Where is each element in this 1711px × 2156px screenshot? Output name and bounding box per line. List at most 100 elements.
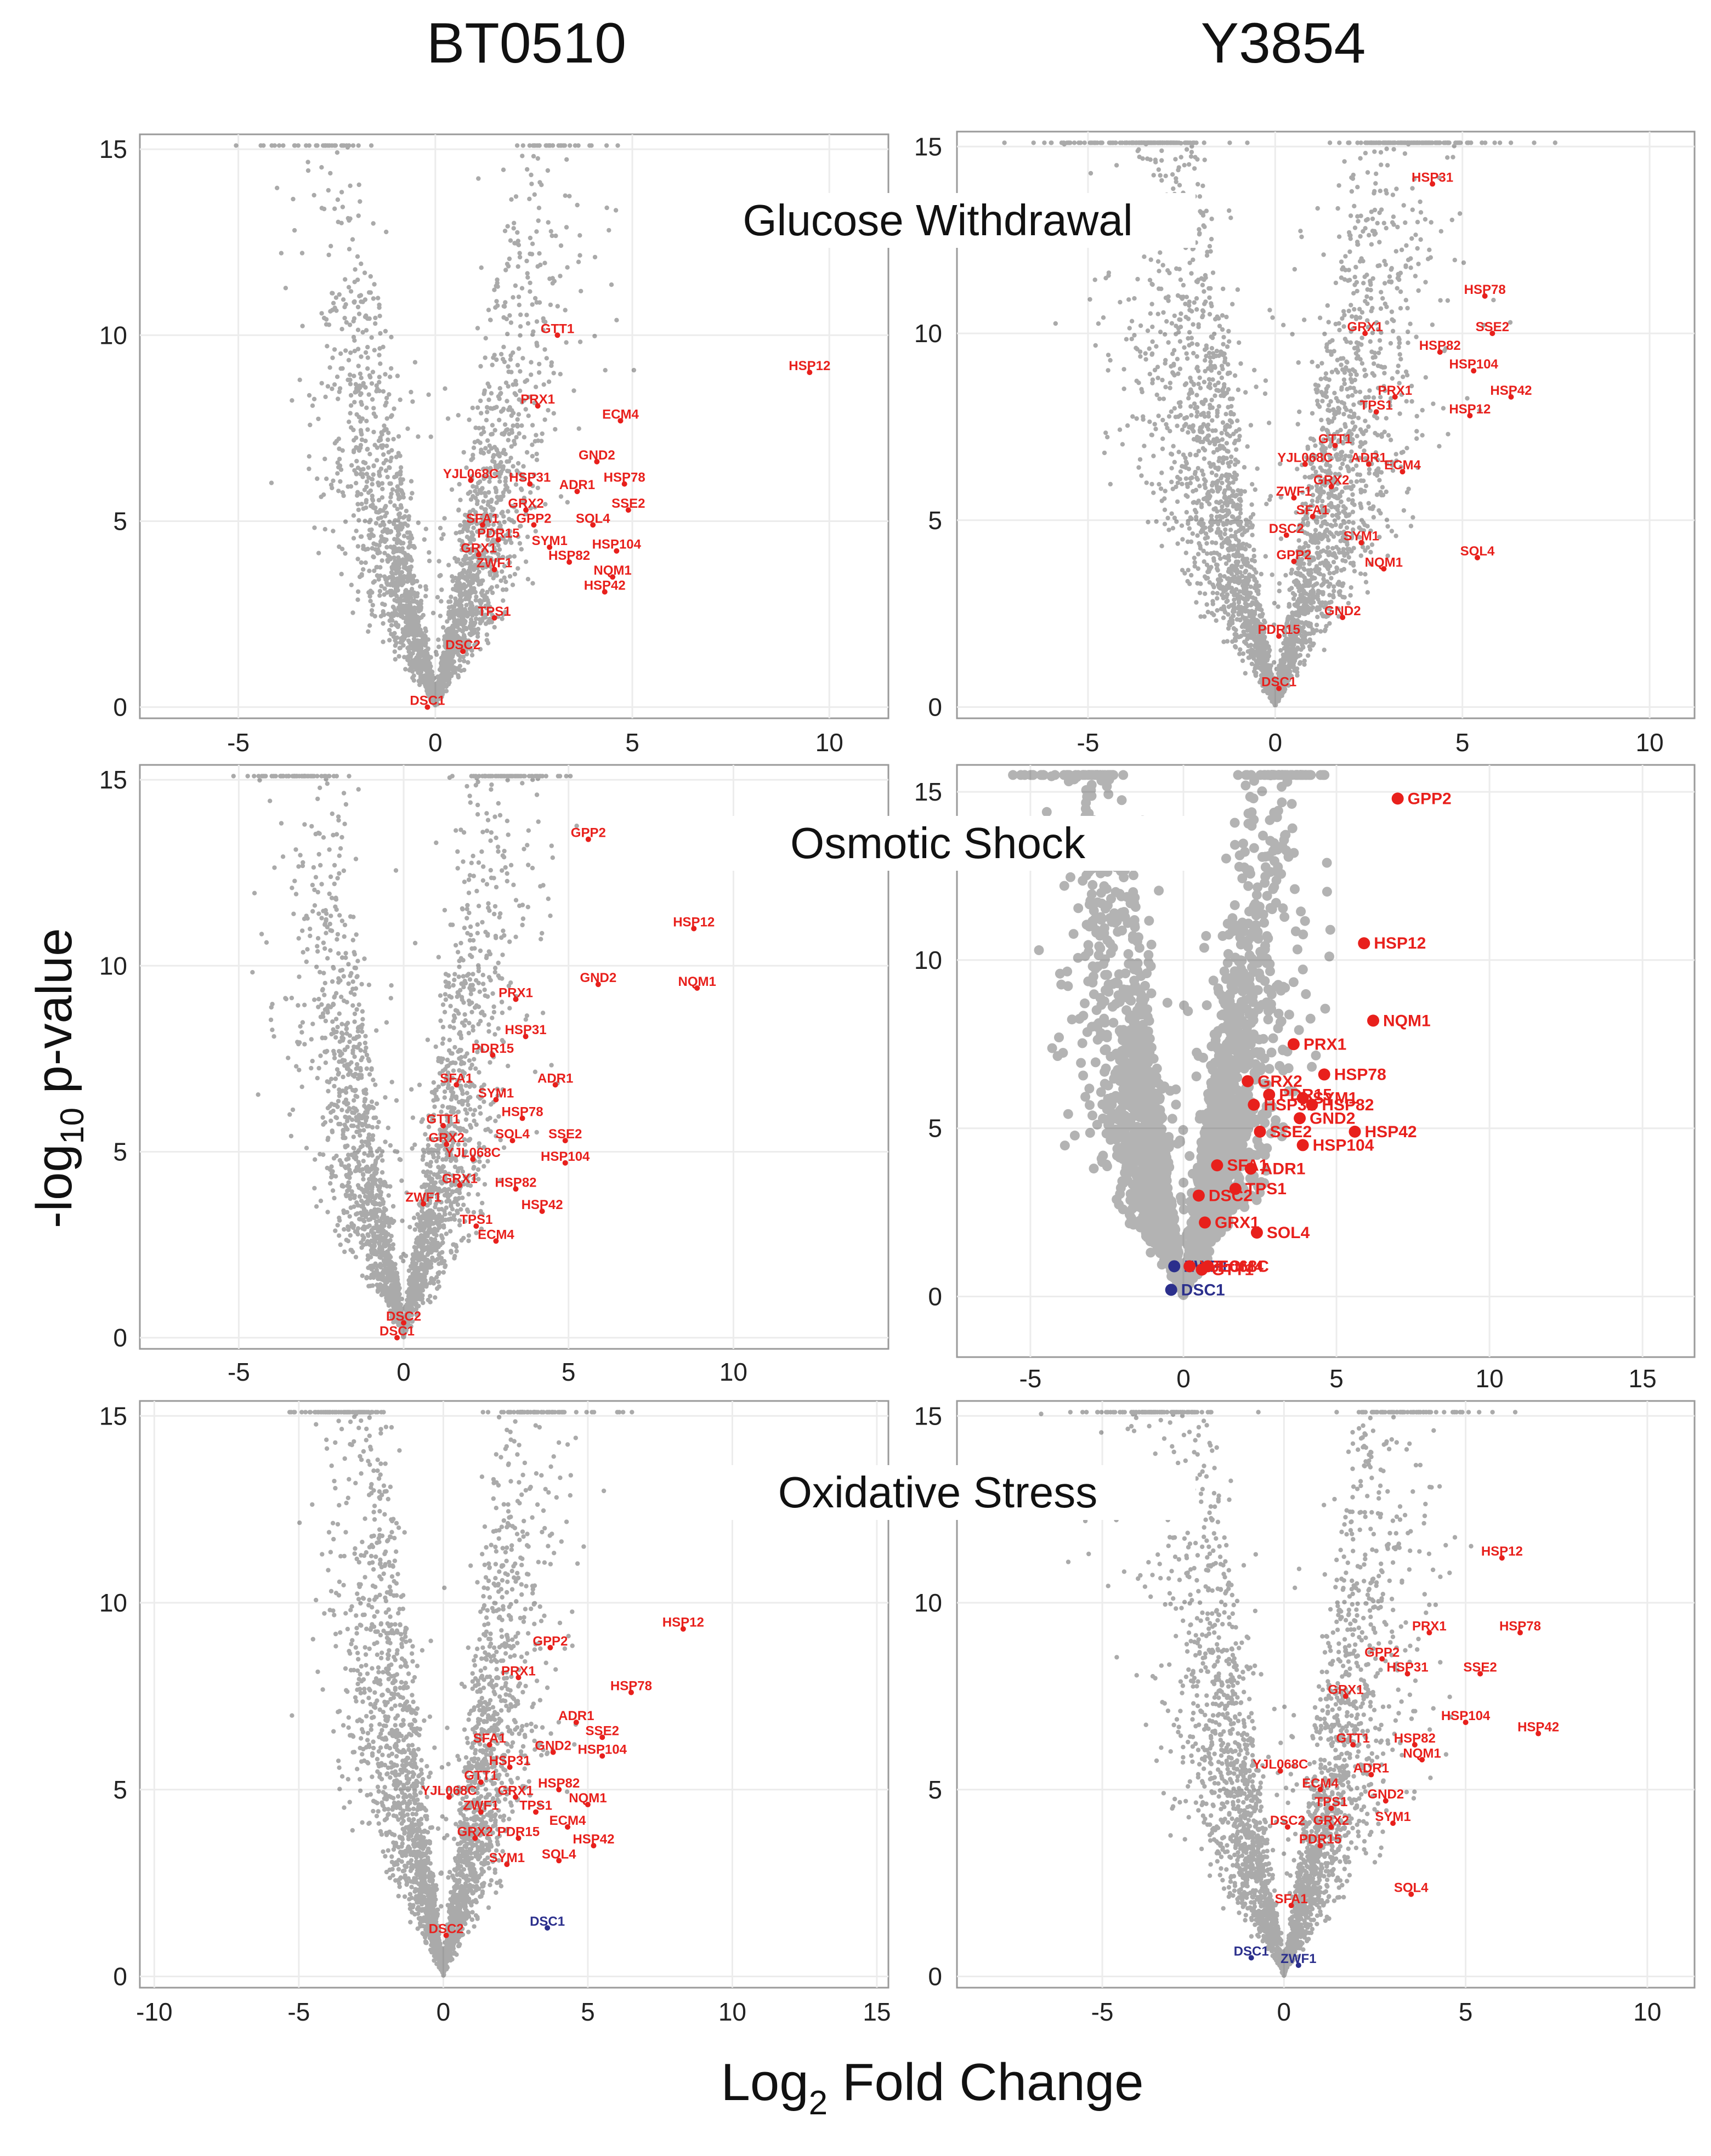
gene-point-grx1 [475,552,481,558]
gene-label-grx1: GRX1 [1347,320,1383,334]
gene-point-sfa1 [486,1742,492,1748]
gene-label-gpp2: GPP2 [1276,548,1311,563]
y-tick-label: 0 [928,1962,942,1991]
y-tick-label: 15 [914,778,942,806]
gene-label-pdr15: PDR15 [477,526,519,541]
gene-label-yjl068c: YJL068C [443,467,498,481]
gene-label-adr1: ADR1 [537,1071,573,1086]
gene-point-hsp82 [1412,1742,1418,1748]
gene-point-dsc2 [443,1932,449,1938]
gene-label-adr1: ADR1 [1353,1761,1389,1776]
gene-point-hsp78 [1318,1068,1330,1081]
x-tick-label: 10 [1635,728,1663,757]
gene-point-hsp31 [1430,181,1436,187]
gene-label-prx1: PRX1 [520,392,555,407]
gene-label-gtt1: GTT1 [1318,432,1352,446]
gene-point-gnd2 [595,981,601,988]
gene-label-sym1: SYM1 [531,534,567,548]
gene-point-gnd2 [594,458,600,464]
gene-point-grx2 [1328,1824,1334,1830]
gene-point-sym1 [493,1097,499,1103]
gene-label-hsp12: HSP12 [673,915,715,929]
gene-point-hsp104 [1463,1720,1469,1726]
gene-point-sse2 [625,507,631,513]
column-title-y3854: Y3854 [1200,12,1366,75]
gene-label-ecm4: ECM4 [1384,458,1421,473]
gene-point-hsp42 [1508,394,1514,400]
x-tick-label: 0 [1268,728,1283,757]
gene-label-sol4: SOL4 [542,1847,576,1862]
gene-label-dsc2: DSC2 [386,1309,421,1324]
gene-point-sol4 [590,522,596,528]
gene-label-hsp78: HSP78 [1464,282,1506,297]
x-tick-label: 0 [1277,1998,1291,2026]
gene-label-dsc1: DSC1 [410,694,445,708]
gene-point-hsp31 [523,1034,529,1040]
gene-point-tps1 [1229,1183,1242,1195]
gene-point-dsc1 [545,1925,551,1931]
y-tick-label: 15 [99,765,127,794]
gene-point-sol4 [556,1858,562,1864]
y-tick-label: 5 [113,507,127,535]
x-tick-label: 5 [1329,1364,1344,1393]
gene-label-hsp42: HSP42 [584,578,626,593]
gene-point-hsp12 [1467,412,1473,418]
x-tick-label: 5 [1459,1998,1473,2026]
y-tick-label: 0 [113,693,127,722]
gene-label-sol4: SOL4 [1267,1224,1310,1242]
x-tick-label: -5 [1077,728,1100,757]
gene-label-prx1: PRX1 [1412,1619,1447,1634]
gene-point-zwf1 [478,1809,484,1815]
gene-label-hsp82: HSP82 [548,548,590,563]
gene-label-sse2: SSE2 [611,496,645,511]
x-tick-label: 0 [437,1998,451,2026]
gene-label-gtt1: GTT1 [427,1112,460,1127]
gene-label-grx2: GRX2 [457,1824,493,1839]
gene-label-hsp42: HSP42 [1517,1720,1559,1735]
gene-label-adr1: ADR1 [558,1709,594,1723]
gene-label-zwf1: ZWF1 [1281,1951,1316,1966]
gene-point-gpp2 [547,1644,553,1650]
x-tick-label: 0 [396,1358,411,1386]
gene-label-adr1: ADR1 [559,478,595,492]
gene-label-hsp104: HSP104 [1441,1709,1491,1723]
gene-label-sym1: SYM1 [1344,529,1379,544]
gene-label-gpp2: GPP2 [571,826,606,841]
gene-label-hsp82: HSP82 [1322,1096,1374,1114]
x-tick-label: 15 [863,1998,891,2026]
gene-label-gtt1: GTT1 [464,1768,497,1783]
gene-label-sym1: SYM1 [1375,1809,1410,1824]
gene-label-dsc1: DSC1 [1181,1281,1225,1299]
gene-label-sfa1: SFA1 [440,1071,473,1086]
gene-label-dsc1: DSC1 [379,1324,415,1339]
gene-label-sse2: SSE2 [1463,1660,1497,1675]
gene-point-zwf1 [1295,1962,1301,1968]
y-axis-label-prefix: -log [26,1144,82,1228]
gene-label-grx1: GRX1 [497,1783,533,1798]
gene-label-hsp31: HSP31 [1412,170,1453,185]
gene-label-dsc2: DSC2 [1269,521,1304,536]
y-tick-label: 0 [928,693,942,722]
column-title-bt0510: BT0510 [426,12,627,75]
gene-point-dsc2 [1283,532,1289,538]
gene-label-nqm1: NQM1 [678,974,716,989]
gene-label-hsp82: HSP82 [1419,338,1461,353]
gene-label-sse2: SSE2 [548,1127,582,1142]
gene-point-yjl068c [1183,1260,1196,1273]
gene-label-sfa1: SFA1 [1296,503,1329,518]
gene-label-pdr15: PDR15 [497,1824,540,1839]
gene-label-gpp2: GPP2 [516,511,551,526]
gene-label-dsc1: DSC1 [1234,1944,1269,1959]
y-tick-label: 5 [928,1114,942,1143]
gene-label-grx1: GRX1 [1328,1682,1363,1697]
gene-label-gnd2: GND2 [1310,1109,1355,1127]
gene-point-hsp31 [1404,1671,1410,1677]
svg-text:-log10 p-value: -log10 p-value [26,928,90,1228]
gene-point-grx2 [472,1835,478,1841]
gene-label-sol4: SOL4 [1460,544,1495,559]
gene-point-tps1 [473,1223,479,1229]
gene-point-hsp12 [1499,1555,1505,1561]
gene-label-hsp104: HSP104 [578,1742,627,1757]
gene-point-hsp12 [680,1626,686,1632]
